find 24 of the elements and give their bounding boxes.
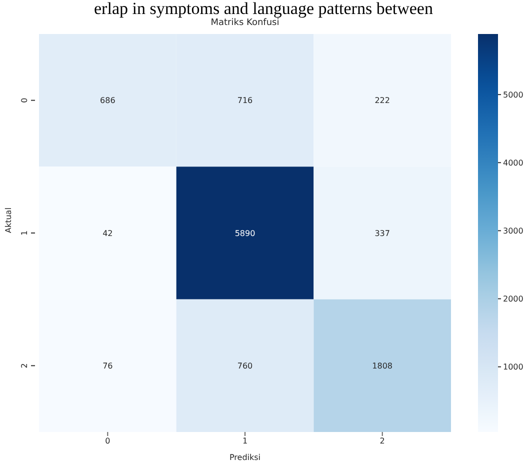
- y-tick-label: 1: [20, 230, 29, 236]
- y-tick-label: 0: [20, 98, 29, 103]
- text: erlap in symptoms and language patterns between: [93, 0, 434, 18]
- data-label: 716: [237, 96, 253, 106]
- color-bar-label: 4000: [503, 158, 524, 168]
- y-axis-title: Aktual: [4, 208, 13, 233]
- color-bar-label: 3000: [503, 226, 524, 236]
- chart-title: Matriks Konfusi: [210, 18, 280, 28]
- data-label: 686: [100, 96, 116, 106]
- x-tick-label: 1: [242, 436, 248, 446]
- data-label: 42: [102, 228, 113, 238]
- x-tick-label: 2: [380, 436, 385, 446]
- data-label: 337: [374, 228, 390, 238]
- color-bar-label: 5000: [503, 90, 524, 100]
- data-label: 76: [102, 361, 113, 370]
- color-bar-label: 1000: [503, 362, 524, 372]
- x-axis-title: Prediksi: [229, 453, 261, 462]
- x-tick-label: 0: [105, 436, 110, 446]
- color-bar-label: 2000: [503, 294, 524, 304]
- data-label: 222: [374, 96, 390, 106]
- y-tick-label: 2: [20, 363, 29, 368]
- data-label: 760: [237, 361, 253, 370]
- data-label: 5890: [234, 228, 256, 238]
- data-label: 1808: [372, 361, 393, 370]
